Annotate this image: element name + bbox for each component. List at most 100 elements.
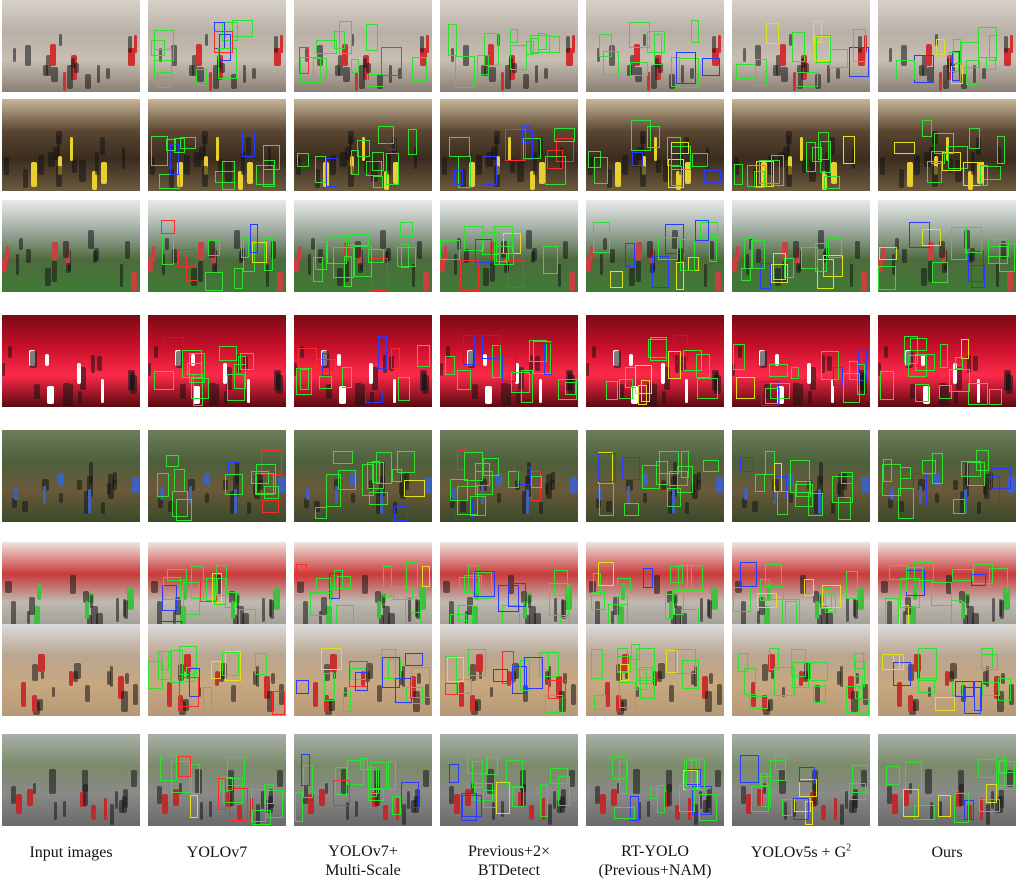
person-shape: [26, 249, 31, 263]
person-shape: [446, 346, 450, 358]
detection-box: [386, 153, 399, 185]
detection-box: [176, 499, 192, 521]
person-shape: [615, 162, 621, 187]
result-image-prev2bt-colorful-gathering: [440, 624, 578, 716]
detection-box: [599, 34, 612, 57]
detection-box: [482, 335, 500, 359]
detection-box: [227, 374, 245, 401]
person-shape: [589, 581, 596, 593]
detection-box: [931, 582, 952, 606]
detection-box: [538, 33, 547, 50]
person-shape: [42, 479, 49, 491]
person-shape: [36, 699, 43, 711]
result-image-yolov7-dense-crowd: [148, 99, 286, 191]
detection-box: [679, 785, 695, 812]
detection-box: [296, 368, 312, 395]
person-shape: [539, 162, 545, 184]
person-shape: [614, 351, 621, 368]
detection-box: [472, 761, 483, 788]
person-shape: [54, 802, 57, 820]
person-shape: [618, 384, 624, 399]
person-shape: [939, 801, 942, 817]
person-shape: [112, 480, 117, 490]
person-shape: [858, 36, 862, 53]
person-shape: [182, 699, 189, 711]
person-shape: [892, 254, 895, 275]
person-shape: [815, 601, 819, 619]
person-shape: [209, 72, 212, 91]
person-shape: [983, 671, 987, 685]
person-shape: [377, 74, 383, 89]
person-shape: [450, 498, 455, 508]
detection-box: [163, 577, 181, 600]
person-shape: [834, 798, 837, 820]
person-shape: [198, 242, 204, 260]
person-shape: [277, 770, 283, 787]
detection-box: [971, 574, 986, 586]
person-shape: [298, 246, 301, 261]
person-shape: [711, 588, 718, 610]
person-shape: [87, 615, 92, 627]
person-shape: [667, 784, 672, 806]
detection-box: [333, 780, 350, 806]
person-shape: [388, 613, 395, 626]
person-shape: [414, 796, 419, 813]
person-shape: [461, 169, 466, 188]
detection-box: [773, 253, 786, 280]
detection-box: [264, 784, 274, 804]
detection-box: [736, 64, 756, 79]
person-shape: [783, 147, 789, 160]
result-image-rtyolo-colorful-gathering: [586, 624, 724, 716]
result-image-input-dense-crowd: [2, 99, 140, 191]
person-shape: [517, 160, 524, 182]
detection-box: [167, 569, 187, 581]
person-shape: [942, 263, 947, 273]
person-shape: [838, 474, 844, 499]
person-shape: [229, 591, 235, 603]
detection-box: [650, 787, 658, 799]
person-shape: [19, 238, 23, 250]
person-shape: [625, 669, 628, 679]
person-shape: [718, 35, 721, 53]
detection-box: [624, 503, 639, 516]
person-shape: [483, 354, 487, 366]
person-shape: [709, 241, 714, 259]
detection-box: [512, 666, 527, 694]
detection-box: [896, 60, 915, 80]
detection-box: [832, 476, 853, 503]
detection-box: [883, 459, 892, 482]
person-shape: [850, 264, 853, 287]
person-shape: [234, 230, 240, 249]
person-shape: [982, 68, 986, 79]
detection-box: [256, 464, 276, 494]
person-shape: [557, 800, 562, 813]
detection-box: [362, 464, 374, 496]
person-shape: [241, 152, 245, 175]
person-shape: [38, 155, 44, 175]
detection-box: [643, 568, 653, 588]
person-shape: [742, 498, 747, 508]
person-shape: [490, 687, 493, 697]
result-image-yolov7ms-colorful-gathering: [294, 624, 432, 716]
person-shape: [672, 489, 675, 514]
detection-box: [517, 467, 531, 485]
detection-box: [558, 379, 577, 400]
result-image-ours-dense-crowd: [878, 99, 1016, 191]
person-shape: [1001, 241, 1006, 259]
person-shape: [189, 486, 192, 504]
detection-box: [691, 20, 699, 43]
person-shape: [70, 575, 76, 594]
person-shape: [426, 35, 429, 53]
person-shape: [464, 249, 469, 263]
detection-box: [468, 649, 486, 676]
person-shape: [991, 791, 994, 809]
detection-box: [761, 776, 771, 807]
person-shape: [383, 355, 387, 373]
person-shape: [744, 488, 748, 500]
person-shape: [199, 147, 205, 160]
person-shape: [474, 699, 481, 711]
detection-box: [816, 35, 831, 63]
detection-box: [630, 796, 639, 821]
person-shape: [274, 36, 278, 53]
detection-box: [771, 155, 784, 186]
